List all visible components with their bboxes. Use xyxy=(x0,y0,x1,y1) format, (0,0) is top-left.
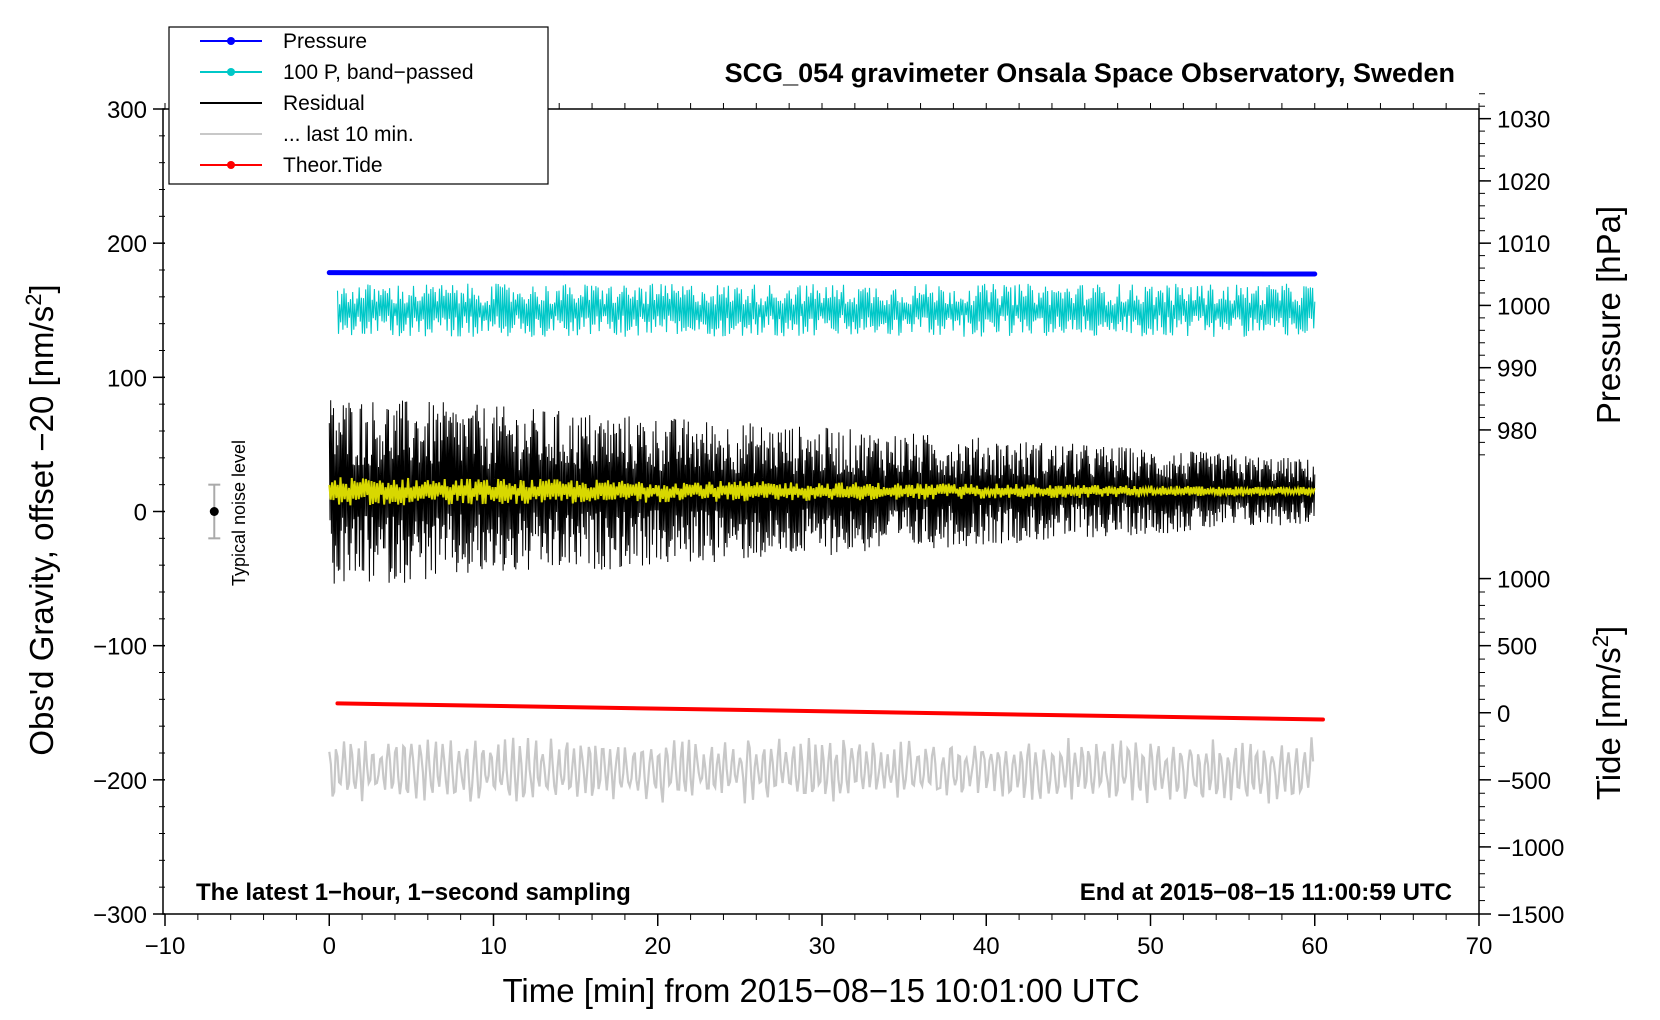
legend-box xyxy=(168,26,549,185)
pressure-tick-label: 1020 xyxy=(1497,169,1550,196)
annotation-sampling: The latest 1−hour, 1−second sampling xyxy=(196,879,631,906)
noise-level-dot xyxy=(209,507,219,516)
y-tick-label-left: 300 xyxy=(107,97,147,124)
tide-tick-label: 500 xyxy=(1497,634,1537,661)
legend-swatch-marker xyxy=(227,37,235,45)
series-residual-line xyxy=(328,400,1316,584)
series-tide-line xyxy=(335,701,1325,722)
x-axis-title: Time [min] from 2015−08−15 10:01:00 UTC xyxy=(502,972,1139,1009)
y-tick-label-left: −200 xyxy=(93,768,147,795)
y-tick-label-left: 100 xyxy=(107,365,147,392)
pressure-tick-label: 1000 xyxy=(1497,293,1550,320)
series-bandpassed-pressure-line xyxy=(336,283,1316,337)
series-last-10-min-line xyxy=(328,737,1315,804)
y-axis-title-tide-close: ] xyxy=(1590,626,1627,635)
x-tick-label: 70 xyxy=(1466,933,1493,960)
legend-label: ... last 10 min. xyxy=(283,123,414,146)
x-tick-label: 0 xyxy=(323,933,336,960)
legend: Pressure 100 P, band−passed Residual ... la… xyxy=(168,26,549,185)
legend-label: Residual xyxy=(283,92,365,115)
tide-tick-label: −500 xyxy=(1497,768,1551,795)
tide-tick-label: −1500 xyxy=(1497,902,1564,929)
annotation-end-time: End at 2015−08−15 11:00:59 UTC xyxy=(1080,879,1452,906)
pressure-tick-label: 990 xyxy=(1497,356,1537,383)
y-tick-label-left: 0 xyxy=(134,500,147,527)
y-axis-title-left: Obs'd Gravity, offset −20 [nm/s2] xyxy=(21,284,60,755)
x-tick-label: 10 xyxy=(480,933,507,960)
y-axis-title-left-sup: 2 xyxy=(21,294,46,306)
y-axis-title-tide: Tide [nm/s2] xyxy=(1588,626,1627,800)
series-residual-smoothed-line xyxy=(328,477,1316,506)
tide-tick-label: −1000 xyxy=(1497,835,1564,862)
chart-title: SCG_054 gravimeter Onsala Space Observat… xyxy=(725,58,1455,88)
y-axis-title-left-close: ] xyxy=(23,284,60,293)
plot-layer xyxy=(208,270,1325,804)
noise-level-label: Typical noise level xyxy=(229,440,249,586)
y-tick-label-left: −100 xyxy=(93,634,147,661)
y-axis-title-left-text: Obs'd Gravity, offset −20 [nm/s xyxy=(23,306,60,756)
legend-items: Pressure 100 P, band−passed Residual ... la… xyxy=(200,30,474,177)
y-axis-title-tide-sup: 2 xyxy=(1588,635,1613,647)
legend-label: Pressure xyxy=(283,30,367,53)
x-tick-label: −10 xyxy=(145,933,186,960)
legend-swatch-marker xyxy=(227,161,235,169)
tide-tick-label: 1000 xyxy=(1497,567,1550,594)
x-tick-label: 50 xyxy=(1137,933,1164,960)
series-pressure-line xyxy=(326,270,1318,277)
pressure-tick-label: 1030 xyxy=(1497,107,1550,134)
x-tick-label: 40 xyxy=(973,933,1000,960)
y-axis-title-pressure: Pressure [hPa] xyxy=(1590,206,1627,424)
y-tick-label-left: 200 xyxy=(107,231,147,258)
y-tick-label-left: −300 xyxy=(93,902,147,929)
y-axis-title-tide-text: Tide [nm/s xyxy=(1590,647,1627,800)
pressure-tick-label: 1010 xyxy=(1497,231,1550,258)
x-tick-label: 60 xyxy=(1301,933,1328,960)
tide-tick-label: 0 xyxy=(1497,701,1510,728)
x-tick-label: 30 xyxy=(809,933,836,960)
legend-swatch-marker xyxy=(227,68,235,76)
pressure-tick-label: 980 xyxy=(1497,418,1537,445)
legend-label: Theor.Tide xyxy=(283,154,383,177)
legend-label: 100 P, band−passed xyxy=(283,61,474,84)
axes-layer: −10 0 10 20 30 40 50 60 703002001000−100−200−300… xyxy=(93,93,1564,960)
x-tick-label: 20 xyxy=(644,933,671,960)
